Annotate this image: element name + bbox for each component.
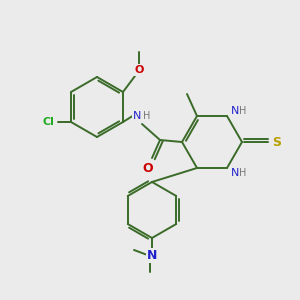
- Text: S: S: [272, 136, 281, 148]
- Text: H: H: [239, 168, 247, 178]
- Text: O: O: [143, 161, 153, 175]
- Text: H: H: [239, 106, 247, 116]
- Text: Cl: Cl: [42, 117, 54, 127]
- Text: H: H: [143, 111, 151, 121]
- Text: N: N: [133, 111, 141, 121]
- Text: O: O: [134, 65, 144, 75]
- Text: N: N: [231, 168, 239, 178]
- Text: N: N: [147, 250, 157, 262]
- Text: N: N: [231, 106, 239, 116]
